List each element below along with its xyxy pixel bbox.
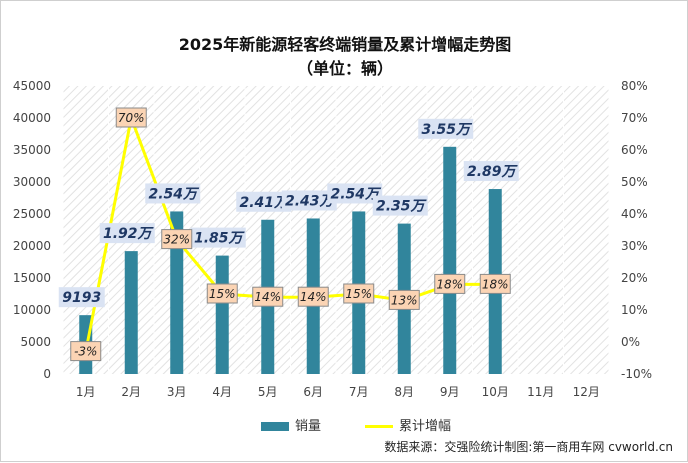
bar-data-label: 2.41万 bbox=[239, 195, 291, 211]
line-data-label: 13% bbox=[391, 293, 418, 307]
y-left-tick-label: 35000 bbox=[13, 143, 51, 157]
bar-sales bbox=[170, 211, 184, 374]
bar-data-label: 2.43万 bbox=[285, 193, 337, 209]
line-data-label-bg bbox=[479, 273, 511, 294]
bar-data-label: 9193 bbox=[62, 290, 101, 306]
line-data-label-bg bbox=[343, 283, 375, 304]
line-data-label-bg bbox=[115, 107, 147, 128]
y-right-tick-label: 40% bbox=[621, 207, 648, 221]
y-left-tick-label: 20000 bbox=[13, 239, 51, 253]
bar-data-label: 2.54万 bbox=[148, 186, 200, 202]
y-right-tick-label: 20% bbox=[621, 271, 648, 285]
y-left-tick-label: 5000 bbox=[20, 335, 51, 349]
bar-data-label-bg bbox=[145, 183, 201, 204]
bar-data-label: 2.54万 bbox=[330, 186, 382, 202]
bar-data-label: 2.89万 bbox=[467, 164, 519, 180]
data-source-note: 数据来源：交强险统计制图:第一商用车网 cvworld.cn bbox=[384, 440, 673, 454]
line-data-label-bg bbox=[434, 273, 466, 294]
x-tick-label: 6月 bbox=[303, 385, 323, 399]
y-left-tick-label: 25000 bbox=[13, 207, 51, 221]
x-tick-label: 11月 bbox=[527, 385, 554, 399]
bar-data-label: 3.55万 bbox=[421, 122, 473, 138]
bar-data-label: 2.35万 bbox=[376, 199, 428, 215]
bar-data-label: 1.92万 bbox=[103, 226, 155, 242]
x-tick-label: 3月 bbox=[167, 385, 187, 399]
legend-sales-swatch bbox=[261, 422, 289, 431]
legend-growth: 累计增幅 bbox=[365, 415, 451, 434]
line-data-label: 18% bbox=[436, 277, 463, 291]
bar-data-label-bg bbox=[190, 227, 246, 248]
bar-sales bbox=[443, 146, 457, 374]
legend-growth-label: 累计增幅 bbox=[399, 419, 452, 434]
y-left-tick-label: 30000 bbox=[13, 175, 51, 189]
y-right-tick-label: 10% bbox=[621, 303, 648, 317]
line-data-label: 15% bbox=[345, 287, 372, 301]
legend-growth-swatch bbox=[365, 425, 393, 428]
line-data-label-bg bbox=[206, 283, 238, 304]
legend-sales-label: 销量 bbox=[295, 419, 322, 434]
bar-data-label-bg bbox=[58, 287, 105, 308]
line-data-label: 18% bbox=[482, 277, 509, 291]
x-tick-label: 7月 bbox=[349, 385, 369, 399]
line-data-label: 32% bbox=[163, 233, 190, 247]
y-left-tick-label: 0 bbox=[43, 367, 51, 381]
line-growth bbox=[84, 116, 496, 352]
line-data-label-bg bbox=[252, 286, 284, 307]
y-left-tick-label: 15000 bbox=[13, 271, 51, 285]
y-right-tick-label: -10% bbox=[621, 367, 652, 381]
chart-title: 2025年新能源轻客终端销量及累计增幅走势图 bbox=[178, 35, 512, 54]
legend-sales: 销量 bbox=[261, 415, 321, 434]
y-right-tick-label: 30% bbox=[621, 239, 648, 253]
line-data-label-bg bbox=[297, 286, 329, 307]
x-tick-label: 1月 bbox=[76, 385, 96, 399]
chart-subtitle: （单位：辆） bbox=[296, 59, 393, 78]
x-tick-label: 2月 bbox=[121, 385, 141, 399]
bar-sales bbox=[124, 251, 138, 374]
bar-data-label-bg bbox=[418, 118, 474, 139]
bar-data-label-bg bbox=[372, 195, 428, 216]
bar-data-label-bg bbox=[99, 223, 155, 244]
line-data-label: -3% bbox=[74, 345, 97, 359]
bar-data-label-bg bbox=[463, 161, 519, 182]
y-right-tick-label: 50% bbox=[621, 175, 648, 189]
line-data-label: 15% bbox=[209, 287, 236, 301]
x-tick-label: 8月 bbox=[394, 385, 414, 399]
x-tick-label: 10月 bbox=[482, 385, 509, 399]
bar-data-label-bg bbox=[281, 190, 337, 211]
line-data-label-bg bbox=[161, 229, 193, 250]
line-data-label: 70% bbox=[118, 111, 145, 125]
y-right-tick-label: 0% bbox=[621, 335, 640, 349]
line-data-label-bg bbox=[70, 341, 102, 362]
y-right-tick-label: 60% bbox=[621, 143, 648, 157]
y-right-tick-label: 80% bbox=[621, 79, 648, 93]
y-left-tick-label: 10000 bbox=[13, 303, 51, 317]
x-tick-label: 5月 bbox=[258, 385, 278, 399]
bar-data-label: 1.85万 bbox=[194, 231, 246, 247]
line-data-label-bg bbox=[388, 289, 420, 310]
bar-sales bbox=[215, 255, 229, 374]
line-data-label: 14% bbox=[254, 290, 281, 304]
line-data-label: 14% bbox=[300, 290, 327, 304]
y-left-tick-label: 40000 bbox=[13, 111, 51, 125]
bar-data-label-bg bbox=[236, 191, 292, 212]
x-tick-label: 12月 bbox=[573, 385, 600, 399]
y-right-tick-label: 70% bbox=[621, 111, 648, 125]
x-tick-label: 9月 bbox=[440, 385, 460, 399]
x-tick-label: 4月 bbox=[212, 385, 232, 399]
y-left-tick-label: 45000 bbox=[13, 79, 51, 93]
bar-data-label-bg bbox=[327, 183, 383, 204]
